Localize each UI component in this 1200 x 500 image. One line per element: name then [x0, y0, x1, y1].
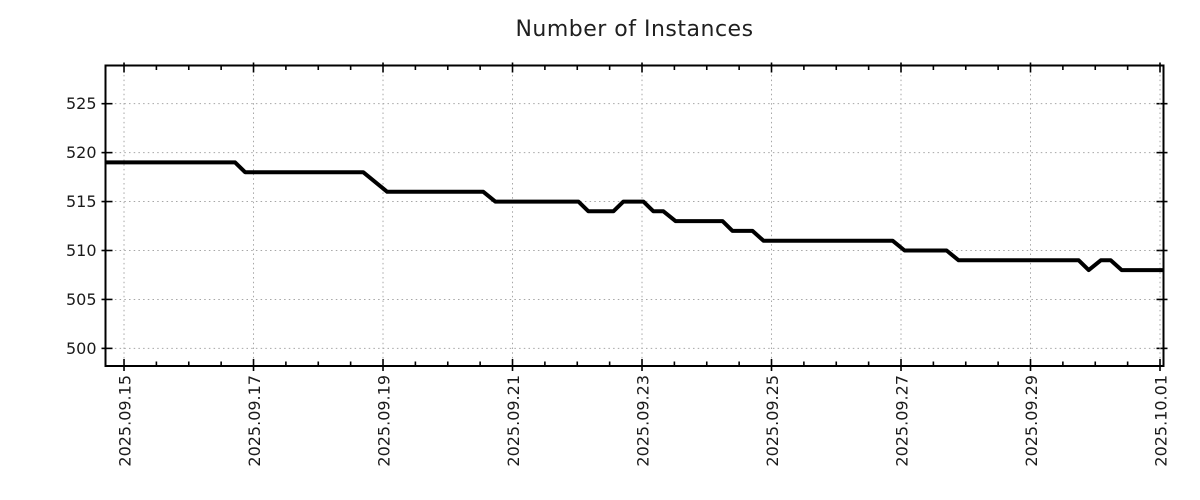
y-tick-label: 510: [66, 241, 97, 260]
x-tick-label: 2025.09.15: [116, 375, 135, 467]
x-tick-label: 2025.09.21: [504, 375, 523, 467]
chart-title: Number of Instances: [515, 17, 754, 42]
y-tick-label: 520: [66, 143, 97, 162]
x-tick-label: 2025.09.29: [1022, 375, 1041, 467]
x-tick-label: 2025.09.17: [245, 375, 264, 467]
y-tick-label: 515: [66, 192, 97, 211]
x-tick-label: 2025.09.19: [375, 375, 394, 467]
y-tick-label: 525: [66, 94, 97, 113]
data-line-instances: [105, 160, 1164, 273]
x-tick-label: 2025.09.27: [893, 375, 912, 467]
y-tick-label: 500: [66, 339, 97, 358]
y-tick-label: 505: [66, 290, 97, 309]
plot-border: [104, 64, 1165, 367]
x-tick-label: 2025.09.25: [763, 375, 782, 467]
x-tick-label: 2025.09.23: [634, 375, 653, 467]
x-tick-label: 2025.10.01: [1152, 375, 1171, 467]
